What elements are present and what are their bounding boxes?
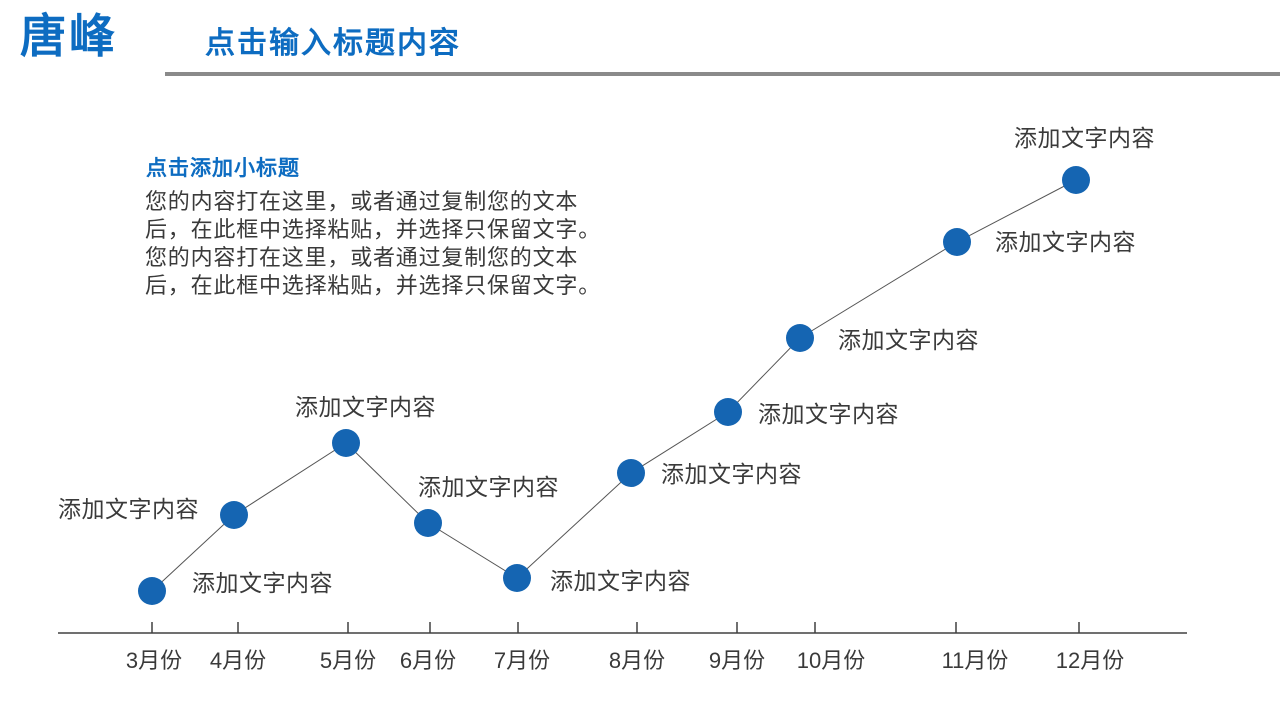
x-axis-label: 7月份	[493, 648, 551, 673]
x-axis-label: 9月份	[708, 648, 766, 673]
data-series-line	[151, 179, 1077, 592]
x-axis-label: 6月份	[399, 648, 457, 673]
data-point-label: 添加文字内容	[295, 394, 436, 420]
x-axis-label: 12月份	[1055, 648, 1125, 673]
x-axis-label: 5月份	[319, 648, 377, 673]
data-point-label: 添加文字内容	[661, 461, 802, 487]
x-axis-label: 3月份	[125, 648, 183, 673]
data-point-label: 添加文字内容	[418, 474, 559, 500]
brand-logo: 唐峰	[20, 10, 118, 62]
body-text-line: 后，在此框中选择粘贴，并选择只保留文字。	[145, 217, 602, 242]
body-text-line: 您的内容打在这里，或者通过复制您的文本	[145, 245, 579, 270]
section-subtitle: 点击添加小标题	[146, 157, 300, 180]
body-text-line: 您的内容打在这里，或者通过复制您的文本	[145, 189, 579, 214]
body-text-line: 后，在此框中选择粘贴，并选择只保留文字。	[145, 273, 602, 298]
slide-title: 点击输入标题内容	[205, 27, 461, 60]
data-point-dot	[617, 459, 645, 487]
data-point-label: 添加文字内容	[1014, 125, 1155, 151]
x-axis-label: 11月份	[941, 648, 1009, 673]
data-point-label: 添加文字内容	[838, 327, 979, 353]
x-axis-label: 10月份	[796, 648, 866, 673]
data-point-label: 添加文字内容	[995, 229, 1136, 255]
data-point-dot	[220, 501, 248, 529]
x-axis-label: 8月份	[608, 648, 666, 673]
data-point-dot	[1062, 166, 1090, 194]
data-point-dot	[714, 398, 742, 426]
data-point-dot	[414, 509, 442, 537]
data-point-dot	[332, 429, 360, 457]
x-axis-label: 4月份	[209, 648, 267, 673]
data-point-dot	[786, 324, 814, 352]
data-point-dot	[943, 228, 971, 256]
data-point-label: 添加文字内容	[192, 570, 333, 596]
data-point-label: 添加文字内容	[58, 496, 199, 522]
body-text-block: 您的内容打在这里，或者通过复制您的文本 后，在此框中选择粘贴，并选择只保留文字。…	[145, 188, 601, 300]
title-divider	[165, 72, 1280, 76]
data-point-label: 添加文字内容	[550, 568, 691, 594]
data-point-label: 添加文字内容	[758, 401, 899, 427]
data-point-dot	[138, 577, 166, 605]
data-point-dot	[503, 564, 531, 592]
